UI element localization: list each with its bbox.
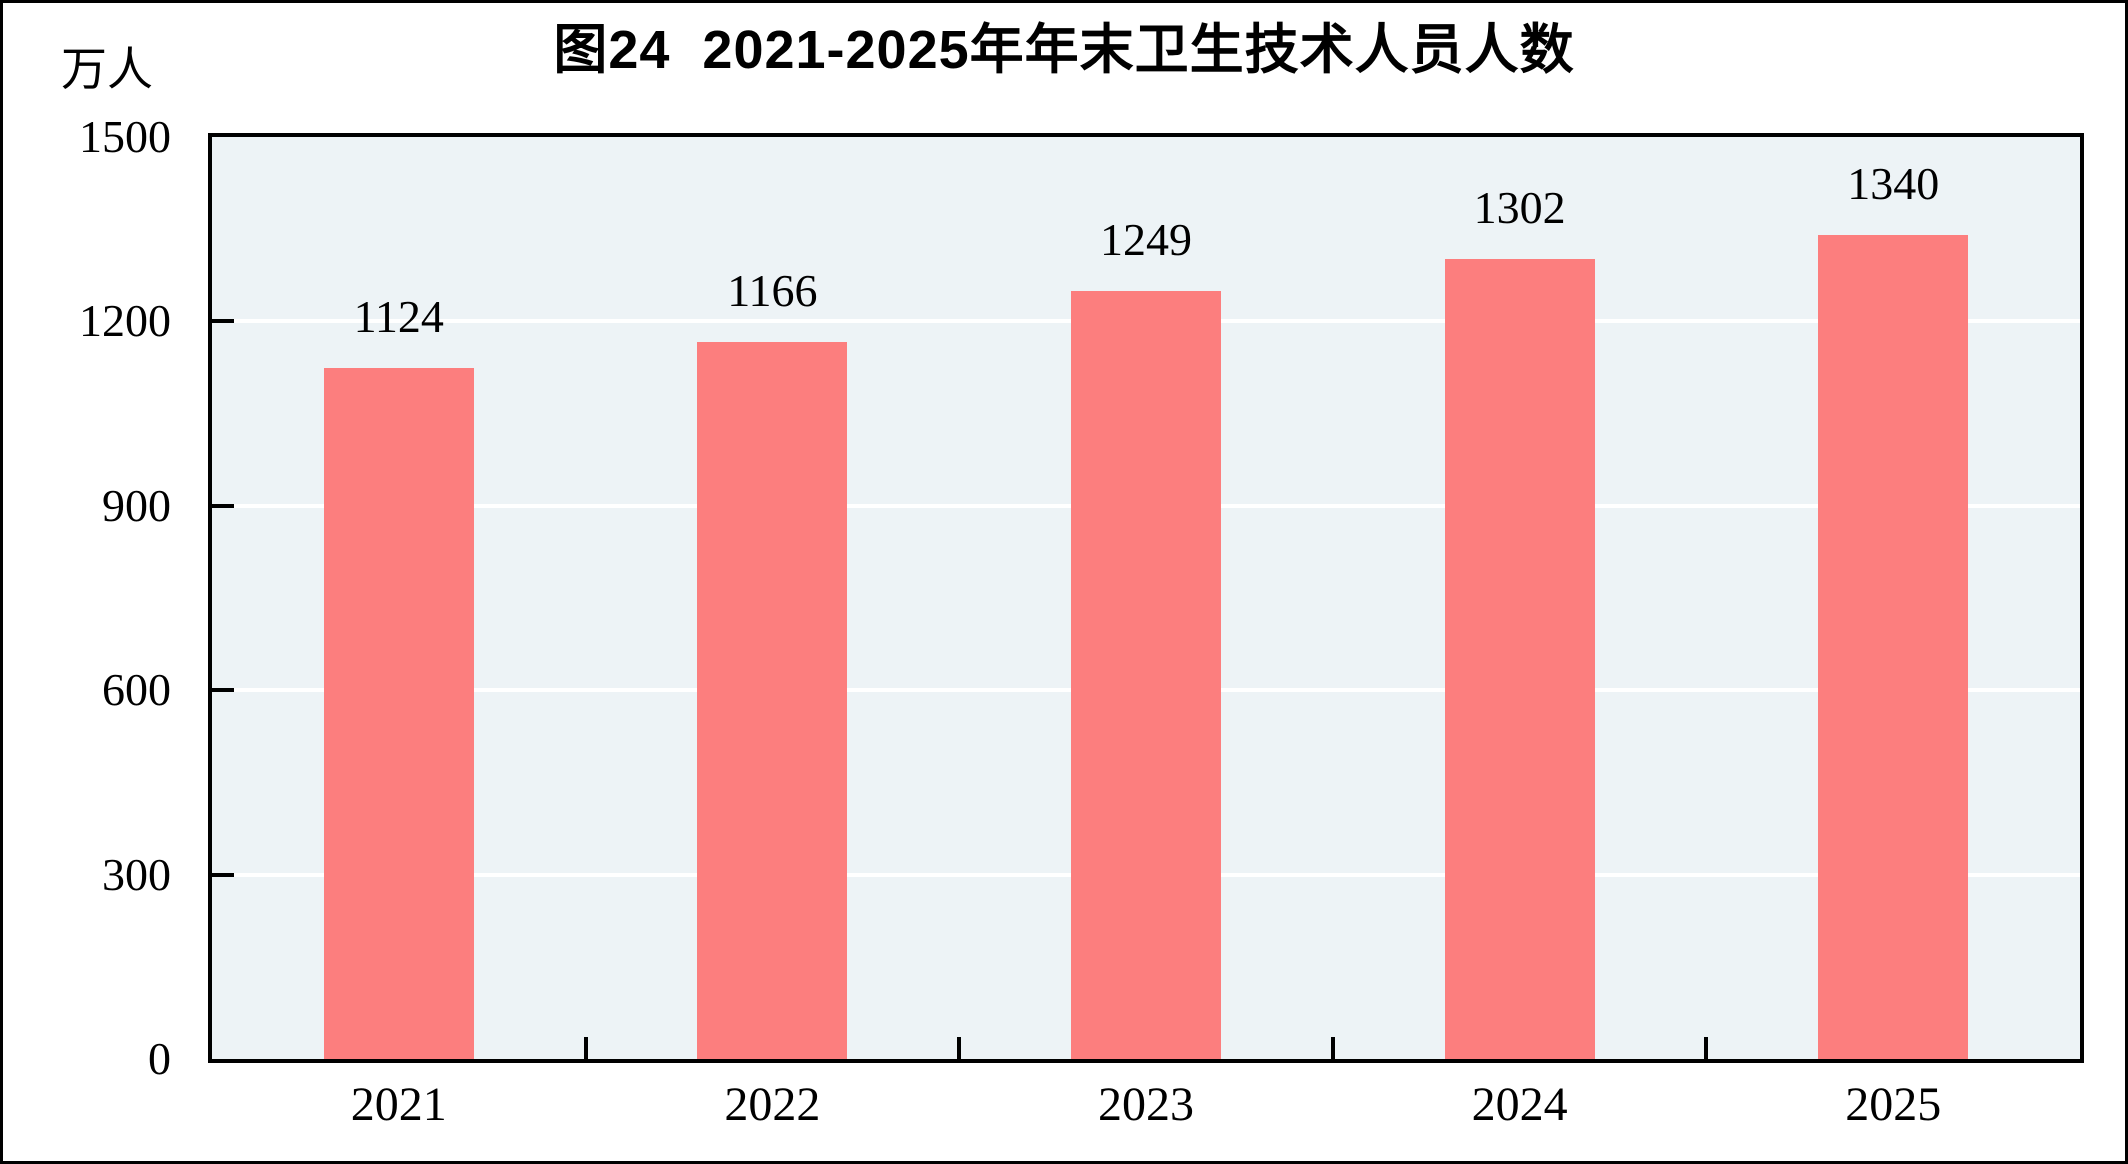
x-axis-tick <box>957 1037 962 1059</box>
x-axis-tick <box>583 1037 588 1059</box>
x-axis-tick <box>1704 1037 1709 1059</box>
x-tick-label: 2025 <box>1845 1078 1942 1131</box>
x-tick-label: 2024 <box>1471 1078 1568 1131</box>
bar-value-label: 1340 <box>1847 158 1940 210</box>
x-tick-label: 2021 <box>350 1078 447 1131</box>
y-axis-tick <box>212 872 234 877</box>
y-axis-tick <box>212 319 234 324</box>
plot-area: 1124 1166 1249 1302 1340 <box>208 133 2084 1063</box>
bar-value-label: 1124 <box>353 291 444 343</box>
y-tick-label: 1500 <box>79 111 171 162</box>
y-tick-label: 600 <box>102 664 171 716</box>
y-tick-label: 0 <box>148 1033 171 1084</box>
bar-value-label: 1302 <box>1473 181 1566 233</box>
bar <box>697 342 848 1059</box>
chart-title: 图24 2021-2025年年末卫生技术人员人数 <box>553 20 1575 80</box>
bar <box>1818 235 1969 1059</box>
y-axis: 0 300 600 900 1200 1500 <box>3 3 171 1161</box>
bar <box>1444 258 1595 1059</box>
bar-value-label: 1249 <box>1100 214 1192 266</box>
x-tick-label: 2023 <box>1098 1078 1194 1131</box>
y-axis-tick <box>212 688 234 693</box>
bar <box>323 368 474 1059</box>
y-axis-tick <box>212 503 234 508</box>
x-tick-label: 2022 <box>724 1078 821 1131</box>
y-axis-unit-label: 万人 <box>61 44 153 95</box>
bar <box>1071 291 1221 1059</box>
y-tick-label: 300 <box>102 848 171 900</box>
bar-value-label: 1166 <box>727 265 818 317</box>
y-tick-label: 900 <box>102 479 171 531</box>
x-axis-tick <box>1330 1037 1335 1059</box>
y-tick-label: 1200 <box>79 295 171 347</box>
